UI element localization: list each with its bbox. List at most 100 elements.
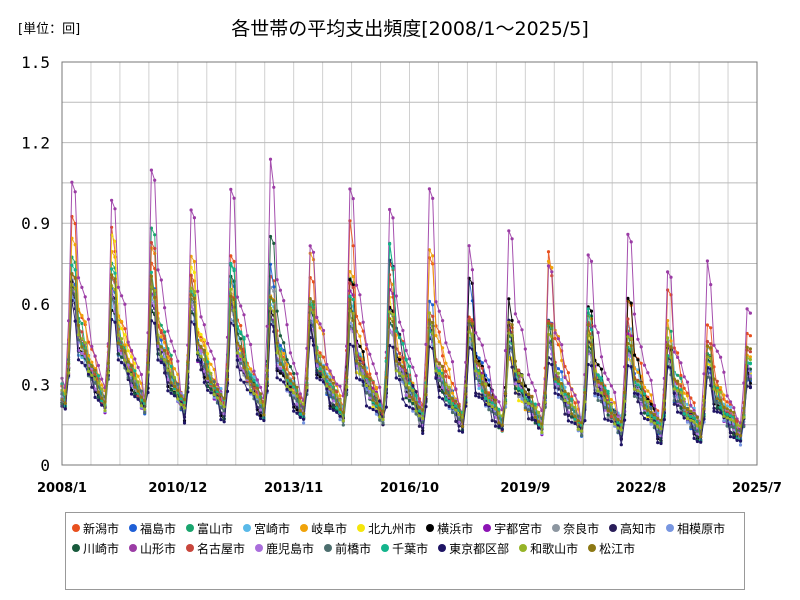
series-point [570,412,574,416]
series-point [126,372,130,376]
series-point [477,395,481,399]
series-point [490,405,494,409]
series-point [272,185,276,189]
legend-item: 鹿児島市 [255,538,314,558]
series-point [639,345,643,349]
series-point [73,268,77,272]
series-point [166,378,170,382]
series-point [702,372,706,376]
series-point [669,345,673,349]
series-point [278,362,282,366]
series-point [679,373,683,377]
series-point [695,439,700,444]
series-point [239,378,243,382]
series-point [328,378,332,382]
series-point [172,375,177,380]
series-point [712,343,716,347]
series-point [407,364,412,368]
series-point [493,395,498,399]
series-point [166,359,170,363]
series-point [632,387,637,391]
series-point [619,419,623,424]
series-point [560,343,564,347]
series-point [285,362,289,367]
series-point [586,323,590,327]
series-point [493,412,498,416]
series-point [288,379,292,383]
series-point [695,424,700,428]
legend-label: 北九州市 [368,521,417,536]
series-point [497,400,501,404]
legend-label: 宮崎市 [254,521,291,536]
series-point [354,361,359,365]
series-point [285,358,289,362]
series-point [113,271,117,275]
series-point [722,405,726,409]
series-point [368,386,372,390]
series-point [364,404,369,408]
axis-layer: 0 0.3 0.6 0.9 1.2 1.5 2008/1 2010/12 2013/11 2016… [21,53,782,496]
series-point [384,375,388,379]
series-point [477,386,481,391]
series-point [90,373,94,377]
series-point [742,381,746,385]
series-point [295,402,299,406]
series-point [120,360,124,365]
series-point [662,418,666,422]
legend-label: 新潟市 [83,521,120,536]
series-point [450,360,455,364]
legend-item: 高知市 [609,518,656,538]
series-point [149,319,153,323]
legend-item: 川崎市 [72,538,119,558]
series-point [500,427,504,431]
series-point [725,400,729,404]
series-point [239,324,243,328]
series-point [391,266,395,270]
series-point [192,259,196,264]
series-point [398,335,402,339]
series-point [136,374,140,378]
series-point [513,359,518,363]
series-point [434,300,438,304]
series-point [268,157,273,161]
series-point [199,345,203,349]
legend-label: 横浜市 [437,521,474,536]
series-point [86,360,91,364]
series-point [527,401,531,406]
series-point [351,244,355,248]
series-point [262,413,266,417]
series-point [603,406,607,410]
series-point [308,244,312,248]
series-point [692,420,696,424]
series-point [341,423,345,427]
series-point [93,395,97,399]
legend-item: 横浜市 [426,518,473,538]
series-point [520,382,524,386]
series-point [748,334,753,338]
series-point [497,421,501,425]
series-point [580,429,584,433]
series-point [553,331,557,335]
series-point [480,389,484,393]
legend-label: 和歌山市 [530,541,579,556]
series-point [642,392,647,396]
series-point [239,337,243,341]
series-point [735,432,739,436]
series-point [83,363,87,367]
series-point [163,330,167,334]
series-point [646,371,650,375]
series-point [388,317,392,321]
series-point [447,385,451,389]
series-point [404,403,408,408]
series-point [507,320,511,324]
series-point [318,378,322,382]
series-point [705,344,710,348]
series-point [490,401,494,405]
series-point [278,288,282,292]
series-point [252,386,256,390]
series-point [748,362,753,366]
series-point [239,330,243,334]
series-point [245,382,249,386]
series-point [63,401,67,405]
series-point [93,381,97,385]
